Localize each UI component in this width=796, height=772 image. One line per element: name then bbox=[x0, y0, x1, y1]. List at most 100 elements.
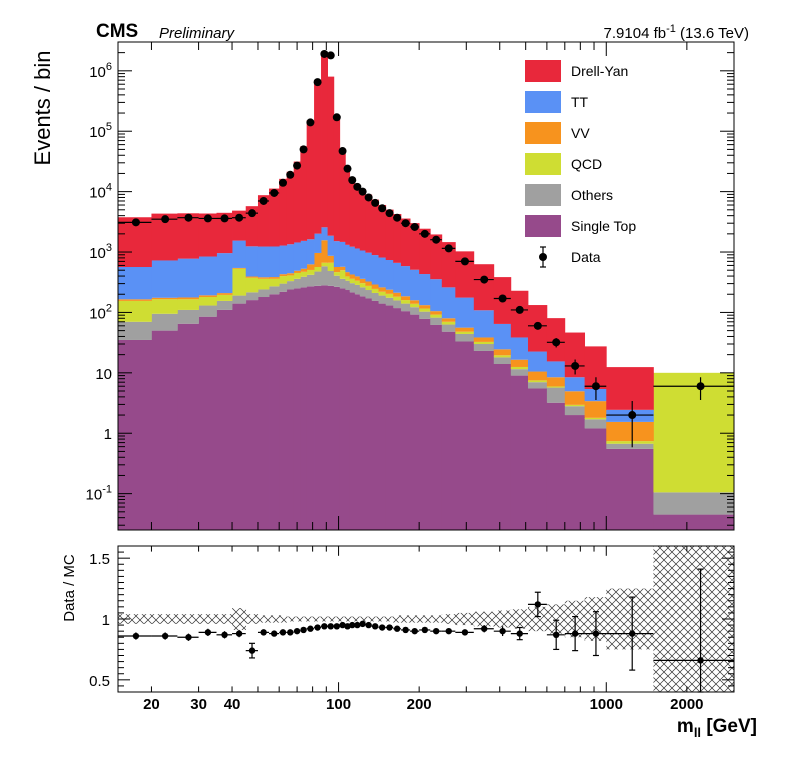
bar-tt bbox=[232, 240, 247, 268]
bar-tt bbox=[327, 235, 335, 256]
ratio-point bbox=[132, 632, 140, 640]
bar-vv bbox=[400, 296, 411, 301]
ratio-unc-bin bbox=[232, 608, 247, 630]
bar-drell-yan bbox=[314, 80, 322, 234]
data-point bbox=[533, 321, 542, 330]
ratio-unc-bin bbox=[269, 615, 280, 623]
bar-qcd bbox=[198, 297, 217, 306]
ratio-point bbox=[552, 631, 560, 639]
preliminary-label: Preliminary bbox=[159, 25, 236, 42]
data-point bbox=[259, 196, 268, 205]
ratio-unc-bin bbox=[455, 612, 475, 626]
bar-drell-yan bbox=[333, 115, 341, 242]
bar-others bbox=[419, 311, 431, 319]
bar-vv bbox=[279, 274, 288, 277]
bar-tt bbox=[354, 248, 361, 277]
bar-tt bbox=[321, 227, 329, 241]
bar-tt bbox=[371, 255, 379, 285]
ratio-point bbox=[432, 627, 440, 635]
ratio-unc-bin bbox=[151, 614, 178, 624]
y-tick-label: 104 bbox=[89, 182, 112, 202]
bar-vv bbox=[345, 272, 351, 277]
ratio-point bbox=[592, 630, 600, 637]
ratio-unc-bin bbox=[378, 616, 387, 622]
data-point bbox=[220, 214, 229, 223]
bar-qcd bbox=[257, 278, 270, 290]
bar-vv bbox=[441, 318, 456, 322]
bar-vv bbox=[314, 252, 322, 268]
bar-others bbox=[300, 276, 308, 288]
bar-tt bbox=[378, 257, 387, 288]
bar-others bbox=[345, 280, 351, 291]
bar-others bbox=[232, 295, 247, 304]
data-point bbox=[432, 235, 441, 244]
bar-single-top bbox=[349, 292, 356, 530]
bar-drell-yan bbox=[365, 194, 373, 253]
bar-vv bbox=[293, 270, 301, 273]
bar-single-top bbox=[245, 300, 259, 530]
bar-drell-yan bbox=[269, 188, 280, 247]
data-point bbox=[628, 411, 637, 420]
ratio-unc-bin bbox=[410, 615, 420, 623]
bar-vv bbox=[245, 276, 259, 278]
ratio-unc-bin bbox=[510, 609, 529, 629]
bar-qcd bbox=[653, 372, 734, 493]
ratio-unc-bin bbox=[441, 614, 456, 624]
ratio-point bbox=[161, 632, 169, 640]
bar-vv bbox=[286, 273, 295, 276]
stacked-histogram bbox=[118, 52, 734, 530]
bar-others bbox=[527, 382, 548, 389]
bar-qcd bbox=[339, 270, 346, 279]
bar-qcd bbox=[279, 276, 288, 284]
bar-vv bbox=[493, 349, 512, 356]
bar-single-top bbox=[584, 428, 607, 530]
legend-swatch bbox=[525, 122, 561, 144]
bar-others bbox=[441, 324, 456, 332]
bar-others bbox=[293, 278, 301, 289]
ratio-unc-bin bbox=[286, 616, 295, 622]
bar-drell-yan bbox=[606, 367, 654, 410]
ratio-unc-bin bbox=[279, 615, 287, 623]
ratio-unc-bin bbox=[349, 616, 356, 622]
bar-tt bbox=[527, 351, 548, 372]
data-point bbox=[184, 213, 193, 222]
bar-tt bbox=[245, 246, 259, 277]
y-tick-label: 103 bbox=[89, 242, 112, 262]
ratio-unc-bin bbox=[400, 615, 411, 623]
bar-qcd bbox=[473, 341, 495, 345]
ratio-axes: 20 30 40 100 200 1000 2000 0.5 1 1.5 bbox=[89, 545, 735, 713]
ratio-unc-bin bbox=[359, 616, 366, 622]
ratio-point bbox=[461, 629, 469, 636]
bar-tt bbox=[286, 244, 295, 274]
bar-single-top bbox=[419, 318, 431, 530]
bar-single-top bbox=[300, 287, 308, 530]
bar-single-top bbox=[430, 324, 443, 530]
bar-drell-yan bbox=[473, 264, 495, 311]
ratio-unc-bin bbox=[606, 588, 654, 650]
ratio-point bbox=[204, 629, 212, 636]
ratio-point bbox=[697, 657, 704, 664]
bar-vv bbox=[354, 276, 361, 281]
legend-label: Others bbox=[571, 187, 613, 203]
bar-others bbox=[321, 266, 329, 286]
bar-qcd bbox=[349, 278, 356, 284]
bar-qcd bbox=[410, 303, 420, 308]
bar-vv bbox=[419, 305, 431, 309]
bar-vv bbox=[359, 278, 366, 284]
bar-single-top bbox=[279, 291, 288, 530]
bar-tt bbox=[306, 239, 315, 265]
bar-vv bbox=[118, 299, 152, 301]
x-tick-label: 2000 bbox=[670, 696, 703, 713]
ratio-point bbox=[293, 627, 301, 635]
bar-single-top bbox=[177, 323, 199, 530]
ratio-unc-bin bbox=[216, 614, 233, 624]
bar-tt bbox=[493, 323, 512, 350]
data-point bbox=[348, 176, 357, 185]
ratio-unc-bin bbox=[333, 616, 341, 622]
bar-qcd bbox=[177, 299, 199, 310]
bar-single-top bbox=[339, 288, 346, 530]
data-point bbox=[385, 209, 394, 218]
bar-others bbox=[286, 281, 295, 290]
bar-vv bbox=[473, 337, 495, 342]
